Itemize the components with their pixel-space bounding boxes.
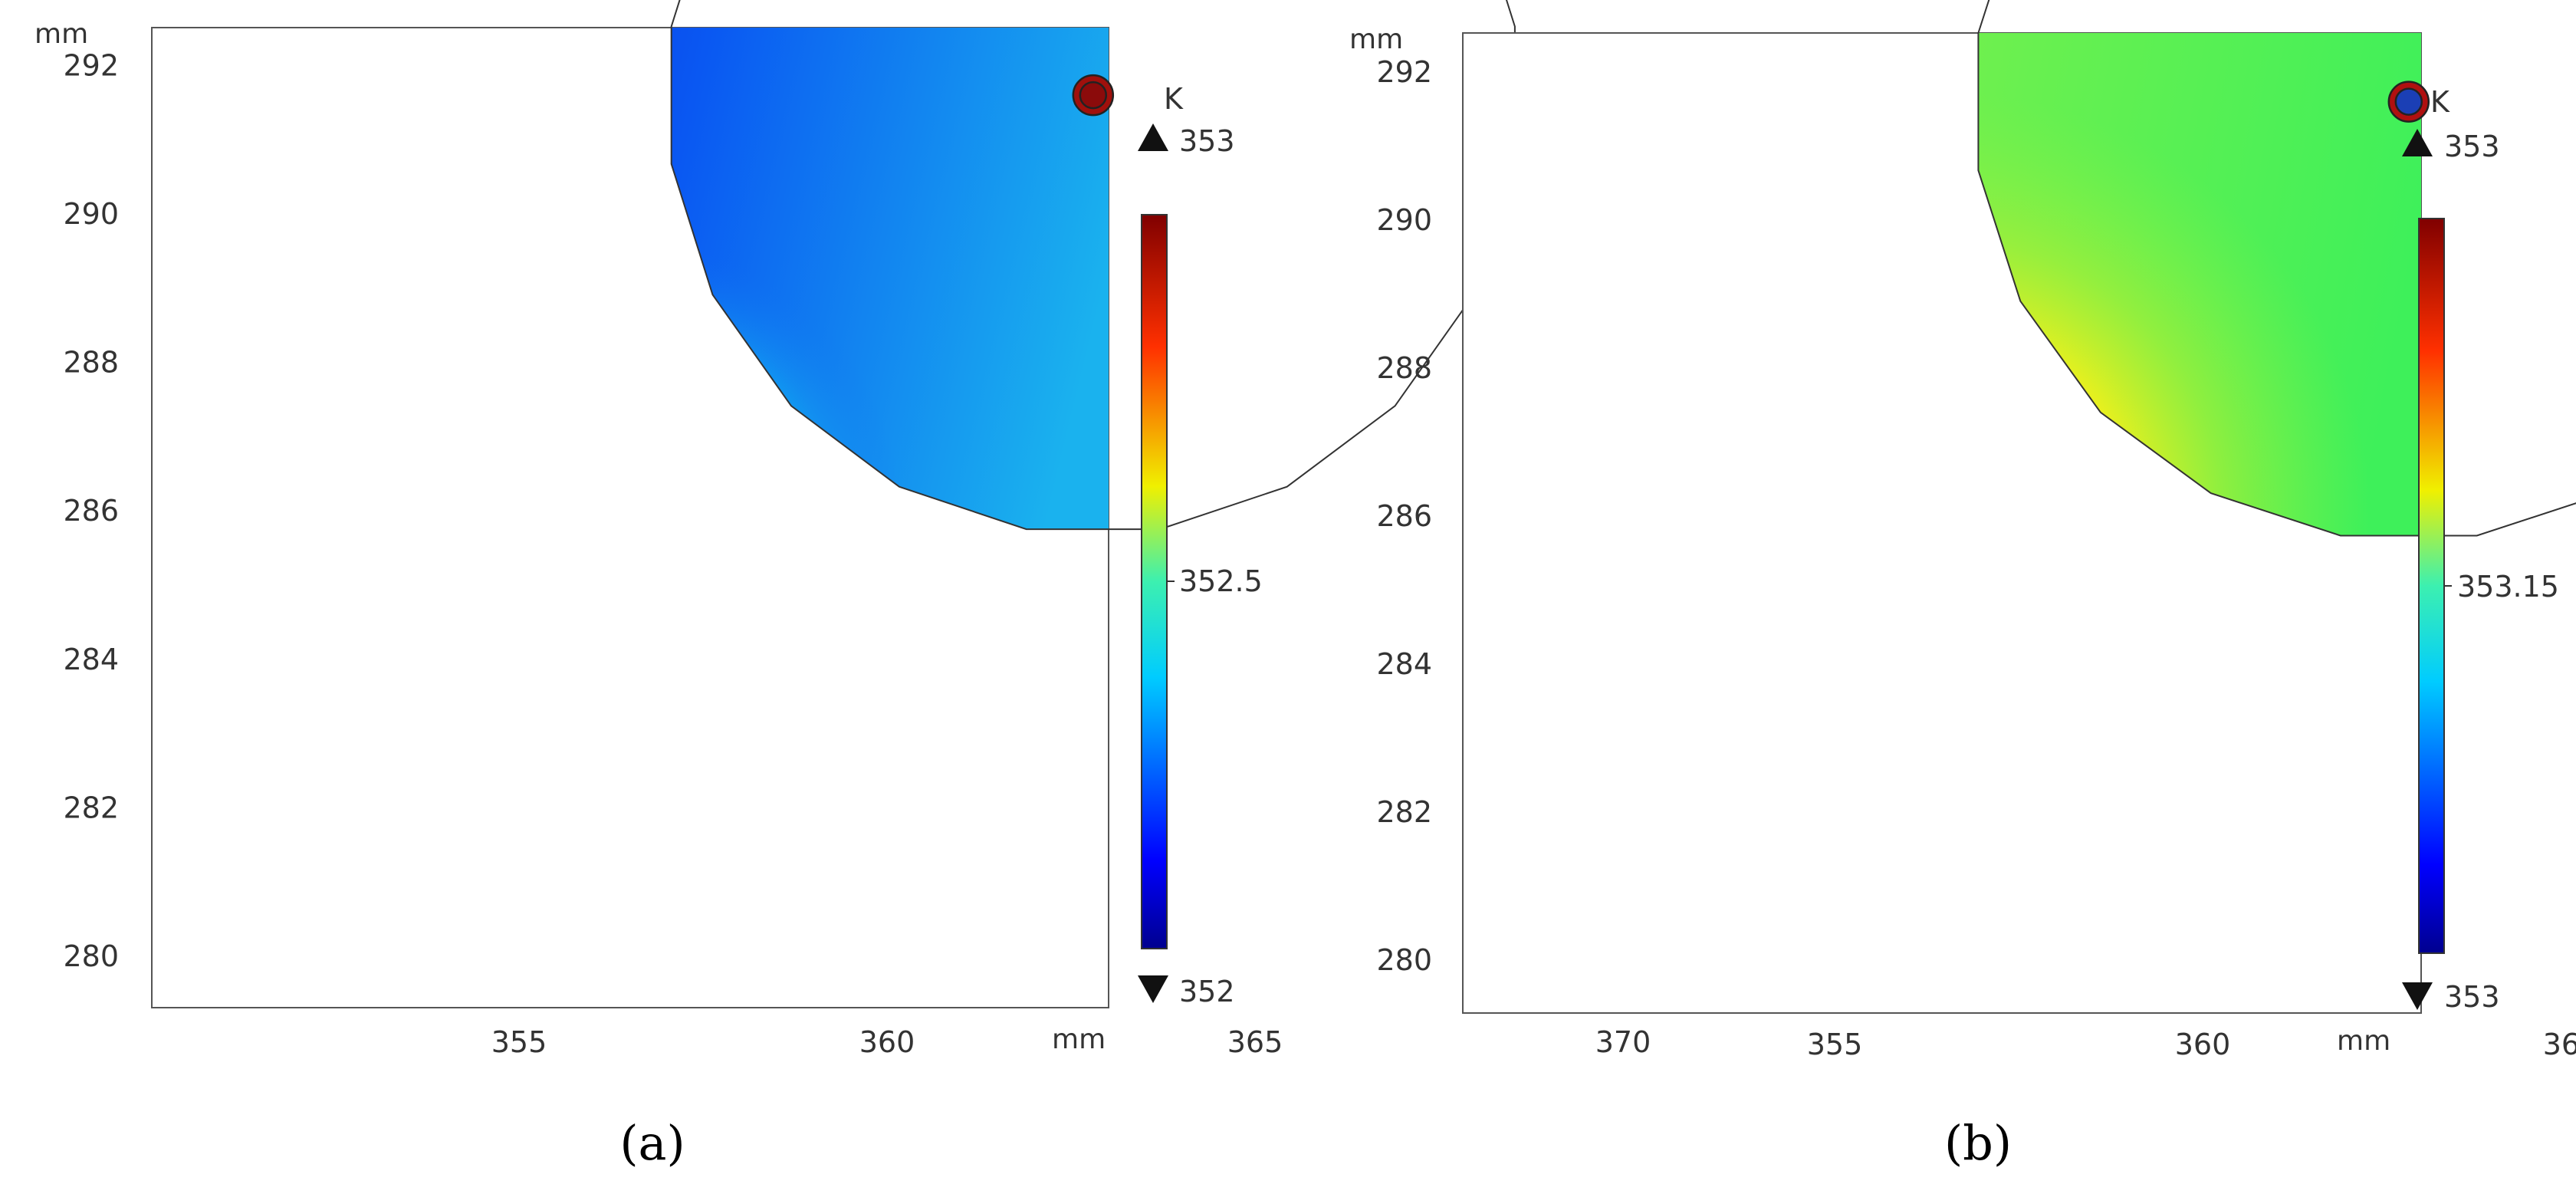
colorbar-unit-b: K [2430, 85, 2450, 119]
colorbar-min-arrow-b [2402, 982, 2433, 1010]
x-tick-label: 365 [1227, 1025, 1283, 1059]
heat-source-core-a [1079, 81, 1108, 110]
y-tick-label: 290 [1376, 203, 1432, 237]
x-tick-label: 360 [2175, 1028, 2231, 1061]
y-tick-label: 288 [1376, 351, 1432, 385]
y-tick-label: 292 [63, 48, 119, 82]
colorbar-a: K 353 352.5 352 [1138, 82, 1263, 1008]
colorbar-max-label-b: 353 [2444, 130, 2500, 163]
colorbar-mid-label-b: 353.15 [2457, 570, 2559, 604]
x-axis-a: 355 360 365 370 [491, 1025, 1651, 1059]
y-tick-label: 282 [1376, 795, 1432, 829]
y-axis-a: 280282284286288290292294296298300302 [63, 48, 119, 973]
colorbar-min-arrow-a [1138, 975, 1168, 1003]
colorbar-min-label-a: 352 [1179, 975, 1235, 1008]
x-unit-label-a: mm [1052, 1024, 1106, 1055]
panel-caption-b: (b) [1944, 1115, 2012, 1171]
heat-source-core-b [2394, 87, 2423, 116]
x-tick-label: 355 [491, 1025, 547, 1059]
y-tick-label: 290 [63, 197, 119, 231]
colorbar-max-label-a: 353 [1179, 124, 1235, 158]
heat-source-b [2387, 81, 2430, 123]
y-axis-b: 280282284286288290292294296298300302 [1376, 55, 1432, 977]
y-tick-label: 286 [1376, 499, 1432, 533]
panel-b: 280282284286288290292294296298300302 355… [1349, 0, 2576, 1171]
colorbar-b: K 353 353.15 353 [2402, 85, 2559, 1014]
colorbar-scale-b [2418, 218, 2445, 954]
colorbar-max-arrow-a [1138, 123, 1168, 151]
colorbar-min-label-b: 353 [2444, 980, 2500, 1014]
y-tick-label: 280 [1376, 943, 1432, 977]
x-tick-label: 365 [2543, 1028, 2576, 1061]
colorbar-scale-a [1141, 214, 1168, 949]
domain-outline-b [1977, 0, 2576, 537]
y-tick-label: 280 [63, 939, 119, 973]
colorbar-max-arrow-b [2402, 129, 2433, 156]
y-tick-label: 284 [1376, 647, 1432, 681]
y-unit-label-b: mm [1349, 24, 1403, 55]
colorbar-mid-label-a: 352.5 [1179, 564, 1263, 598]
panel-caption-a: (a) [619, 1115, 685, 1171]
y-tick-label: 284 [63, 643, 119, 676]
y-tick-label: 288 [63, 346, 119, 380]
y-tick-label: 286 [63, 494, 119, 528]
y-tick-label: 292 [1376, 55, 1432, 89]
y-tick-label: 282 [63, 791, 119, 824]
colorbar-unit-a: K [1164, 82, 1184, 116]
panel-a: 280282284286288290292294296298300302 355… [34, 0, 1651, 1171]
heat-source-a [1072, 74, 1115, 117]
x-tick-label: 370 [1595, 1025, 1651, 1059]
y-unit-label-a: mm [34, 18, 88, 50]
x-tick-label: 355 [1807, 1028, 1863, 1061]
x-unit-label-b: mm [2337, 1025, 2390, 1057]
x-tick-label: 360 [859, 1025, 915, 1059]
